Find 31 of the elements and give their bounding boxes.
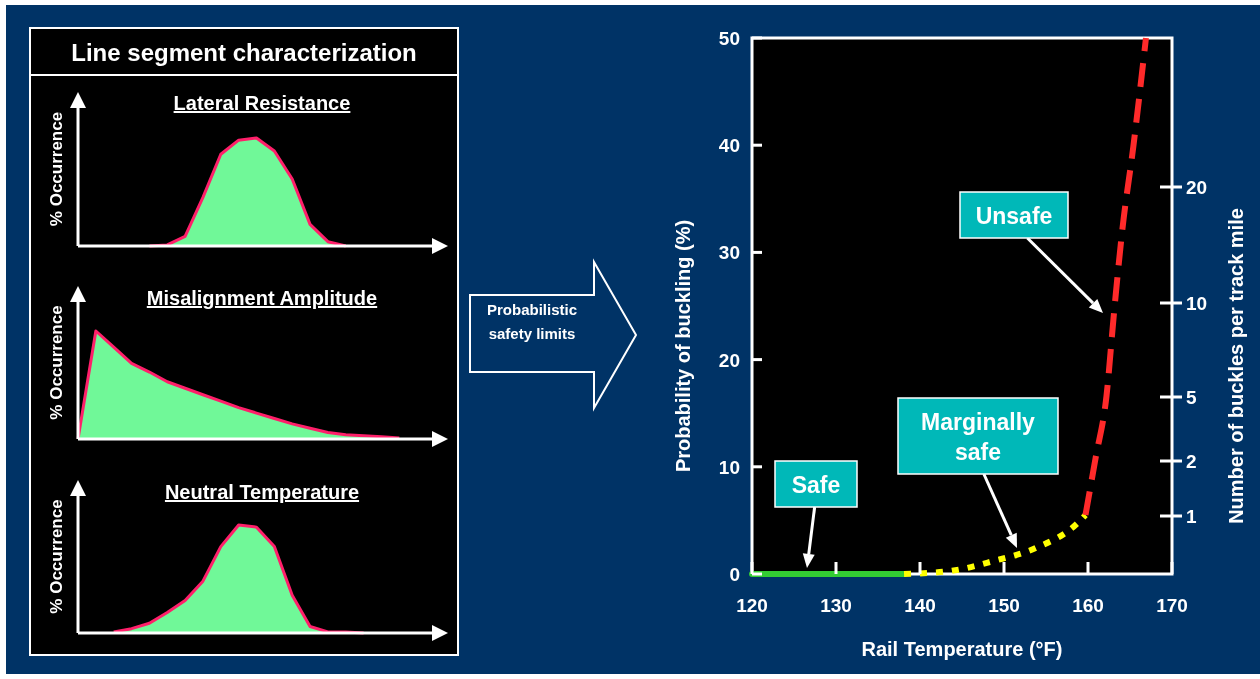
y-tick-label: 50 <box>718 28 740 49</box>
text: Probabilistic safety limits <box>486 301 578 342</box>
annotation: Marginally safe <box>921 409 1036 465</box>
y-tick-label: 10 <box>718 456 740 478</box>
y-axis-title: Probability of buckling (%) <box>672 219 694 473</box>
category-label: 2 <box>1186 451 1197 472</box>
y-tick-label: 30 <box>718 242 740 264</box>
y-tick-label: 20 <box>718 349 740 371</box>
x-tick-label: 160 <box>1072 595 1104 616</box>
x-tick-label: 140 <box>904 595 936 616</box>
x-tick-label: 150 <box>988 595 1020 616</box>
y-axis-title: % Occurrence <box>47 499 66 614</box>
y-tick-label: 40 <box>718 135 740 157</box>
y-axis-title: % Occurrence <box>47 305 66 420</box>
x-axis-title: Rail Temperature (°F) <box>861 638 1063 660</box>
y-axis-title: % Occurrence <box>47 111 66 227</box>
chart-title: Misalignment Amplitude <box>146 287 378 309</box>
chart-title: Neutral Temperature <box>164 481 360 503</box>
chart-subtitle: Lateral Resistance <box>173 92 351 114</box>
annotation: Unsafe <box>975 203 1053 229</box>
y-tick-label: 0 <box>729 564 740 585</box>
category-label: 10 <box>1186 293 1208 314</box>
category-label: 20 <box>1186 177 1208 198</box>
x-tick-label: 130 <box>820 595 852 616</box>
chart-title: Line segment characterization <box>71 39 417 66</box>
annotation: Safe <box>791 472 841 498</box>
category-label: 5 <box>1186 387 1197 408</box>
category-label: 1 <box>1186 506 1197 527</box>
x-tick-label: 120 <box>736 595 768 616</box>
x-tick-label: 170 <box>1156 595 1188 616</box>
y2-axis-title: Number of buckles per track mile <box>1225 208 1247 524</box>
